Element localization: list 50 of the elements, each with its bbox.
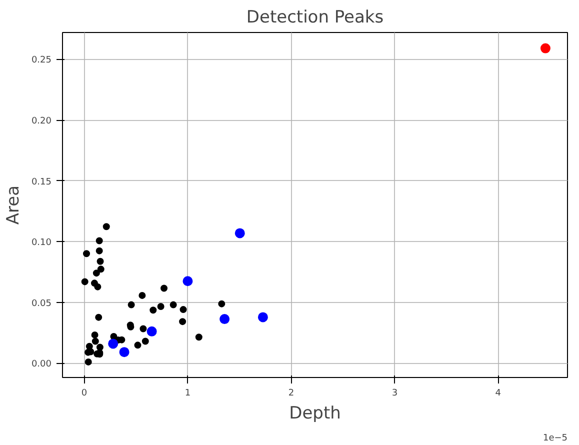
- point: [140, 325, 147, 332]
- point: [119, 347, 130, 358]
- point: [146, 326, 157, 336]
- y-axis-title: Area: [3, 185, 24, 225]
- point: [95, 314, 102, 321]
- point: [220, 314, 230, 324]
- point: [96, 258, 104, 265]
- point: [180, 306, 187, 314]
- point: [92, 338, 99, 345]
- text: 1e−5: [542, 434, 568, 444]
- point: [170, 301, 177, 308]
- point: [96, 344, 104, 351]
- point: [150, 306, 157, 314]
- point: [108, 338, 118, 349]
- x-tick-label: 3: [392, 388, 398, 398]
- point: [81, 278, 88, 286]
- point: [258, 312, 268, 322]
- y-tick-label: 0.15: [31, 177, 52, 188]
- y-tick-label: 0.25: [31, 56, 52, 66]
- point: [179, 318, 186, 326]
- x-tick-label: 0: [81, 388, 88, 398]
- point: [138, 292, 146, 299]
- point: [134, 342, 142, 349]
- point: [234, 228, 245, 238]
- point: [182, 276, 193, 286]
- point: [84, 358, 92, 366]
- point: [96, 247, 103, 254]
- point: [128, 301, 135, 308]
- x-tick-label: 2: [288, 388, 294, 398]
- point: [157, 303, 164, 310]
- point: [142, 338, 149, 345]
- point: [102, 223, 110, 230]
- x-tick-label: 1: [184, 388, 191, 398]
- chart-title: Detection Peaks: [246, 8, 384, 28]
- point: [540, 43, 550, 54]
- y-tick-label: 0.20: [31, 116, 52, 127]
- point: [91, 331, 98, 338]
- point: [94, 283, 102, 290]
- y-tick-label: 0.00: [31, 360, 52, 370]
- point: [195, 334, 202, 341]
- x-tick-label: 4: [495, 388, 502, 398]
- y-tick-label: 0.10: [31, 238, 52, 248]
- x-axis-title: Depth: [289, 404, 341, 424]
- point: [218, 300, 226, 308]
- y-tick-label: 0.05: [31, 298, 52, 309]
- point: [160, 284, 168, 292]
- point: [83, 250, 90, 258]
- point: [97, 266, 104, 273]
- point: [96, 237, 103, 244]
- point: [92, 270, 100, 277]
